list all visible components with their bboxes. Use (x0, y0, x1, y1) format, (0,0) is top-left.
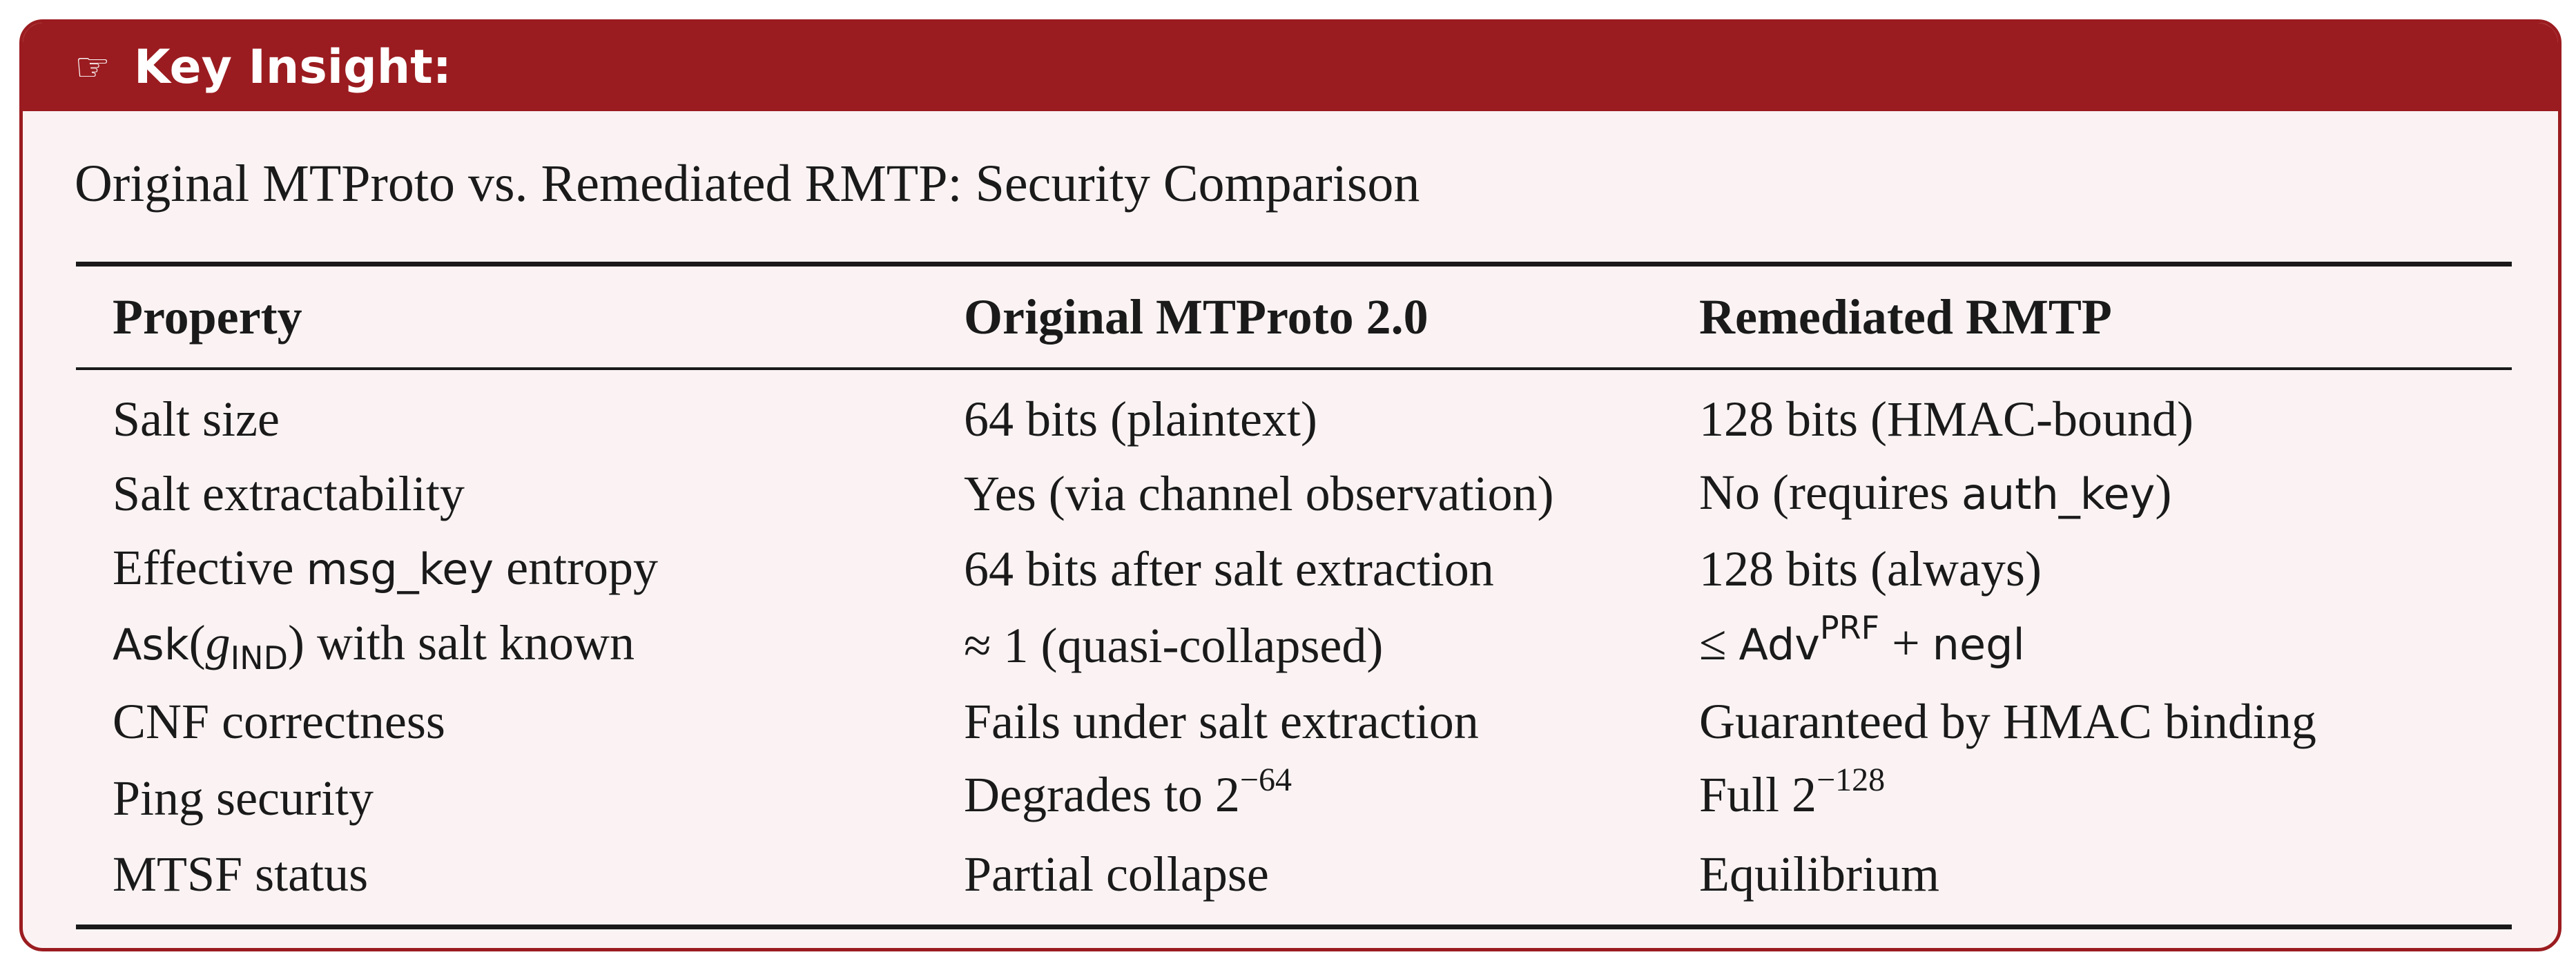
text: entropy (494, 540, 659, 595)
cell: Fails under salt extraction (964, 694, 1479, 749)
cell: Effective msg_key entropy (76, 531, 927, 606)
text: ≤ (1699, 615, 1739, 670)
cell: No (requires auth_key) (1663, 456, 2512, 531)
cell: Degrades to 2−64 (927, 758, 1663, 838)
text: with salt known (304, 615, 635, 670)
text: No (requires (1699, 465, 1962, 520)
cell: Guaranteed by HMAC binding (1699, 694, 2316, 749)
table-body: Salt size 64 bits (plaintext) 128 bits (… (76, 369, 2512, 927)
cell: Ping security (113, 770, 374, 826)
text: + (1879, 615, 1933, 670)
cell: ≈ 1 (quasi-collapsed) (964, 618, 1384, 673)
row: Salt extractability Yes (via channel obs… (76, 456, 2512, 531)
cell: 128 bits (always) (1699, 541, 2042, 597)
icon: ☞ (75, 43, 110, 90)
cell: 64 bits after salt extraction (964, 541, 1494, 597)
row: Effective msg_key entropy 64 bits after … (76, 531, 2512, 606)
cell: Equilibrium (1699, 846, 1939, 902)
text: Effective (113, 540, 307, 595)
heading: Original MTProto vs. Remediated RMTP: Se… (75, 155, 1420, 213)
row: Salt size 64 bits (plaintext) 128 bits (… (76, 369, 2512, 456)
cell: Salt extractability (113, 465, 465, 521)
math-func: Ask (113, 619, 189, 670)
cell: Partial collapse (964, 846, 1269, 902)
math-var: g (205, 615, 231, 670)
row: Ping security Degrades to 2−64 Full 2−12… (76, 758, 2512, 838)
subscript: IND (230, 639, 289, 677)
cell: Ask(gIND) with salt known (76, 606, 927, 685)
row: Ask(gIND) with salt known ≈ 1 (quasi-col… (76, 606, 2512, 685)
cell: Full 2−128 (1663, 758, 2512, 838)
superscript: −64 (1239, 762, 1292, 798)
row: MTSF status Partial collapse Equilibrium (76, 838, 2512, 927)
code: msg_key (306, 544, 494, 594)
table-header: Property Original MTProto 2.0 Remediated… (76, 264, 2512, 369)
box-header: ☞ Key Insight: (23, 23, 2558, 111)
text: Degrades to 2 (964, 767, 1240, 822)
text: Full 2 (1699, 767, 1817, 822)
header-cell: Remediated RMTP (1699, 289, 2112, 345)
header-row: Property Original MTProto 2.0 Remediated… (76, 264, 2512, 369)
cell: Salt size (113, 391, 280, 447)
comparison-table: Property Original MTProto 2.0 Remediated… (76, 262, 2512, 929)
text: ) (2155, 465, 2172, 520)
header-cell: Property (113, 289, 302, 345)
code: auth_key (1961, 469, 2156, 519)
math-func: Adv (1739, 619, 1820, 670)
paren: ) (288, 615, 304, 670)
row: CNF correctness Fails under salt extract… (76, 685, 2512, 758)
cell: MTSF status (113, 846, 369, 902)
insight-box: ☞ Key Insight: Original MTProto vs. Reme… (19, 19, 2562, 951)
box-title: Key Insight: (134, 39, 452, 95)
cell: 128 bits (HMAC-bound) (1699, 391, 2194, 447)
math-func: negl (1932, 619, 2025, 670)
cell: Yes (via channel observation) (964, 465, 1554, 521)
header-cell: Original MTProto 2.0 (964, 289, 1429, 345)
superscript: PRF (1819, 609, 1880, 646)
cell: CNF correctness (113, 694, 445, 749)
superscript: −128 (1817, 762, 1886, 798)
paren: ( (188, 615, 206, 670)
cell: 64 bits (plaintext) (964, 391, 1317, 447)
cell: ≤ AdvPRF + negl (1663, 606, 2512, 685)
